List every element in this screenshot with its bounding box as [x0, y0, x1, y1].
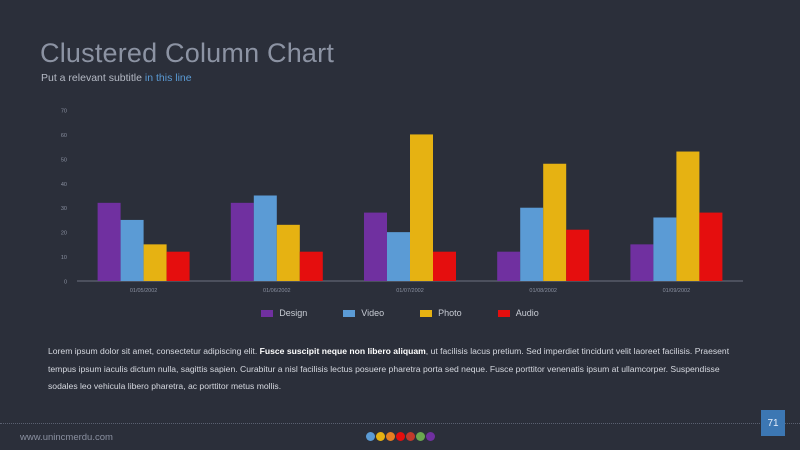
subtitle-highlight: in this line — [144, 72, 192, 84]
body-text-1: Lorem ipsum dolor sit amet, consectetur … — [48, 346, 260, 356]
legend-swatch — [261, 309, 274, 317]
color-dot — [386, 432, 395, 441]
page-number-badge: 71 — [761, 410, 785, 436]
page-title: Clustered Column Chart — [40, 38, 335, 68]
bar-design-2 — [230, 202, 254, 281]
body-text-bold: Fusce suscipit neque non libero aliquam — [259, 346, 426, 356]
y-tick-label: 0 — [64, 280, 67, 286]
footer-url[interactable]: www.unincmerdu.com — [20, 432, 113, 443]
bar-video-3 — [387, 232, 410, 281]
bar-video-5 — [653, 217, 677, 281]
x-tick-label: 01/09/2002 — [663, 288, 691, 294]
bar-audio-3 — [433, 251, 456, 281]
color-dot — [396, 432, 405, 441]
subtitle-main: Put a relevant subtitle — [41, 72, 145, 84]
legend-label: Video — [361, 308, 385, 318]
bar-audio-1 — [166, 251, 190, 281]
color-dot — [426, 432, 435, 441]
page-subtitle: Put a relevant subtitle in this line — [41, 72, 192, 84]
y-tick-label: 10 — [61, 255, 67, 261]
y-tick-label: 50 — [61, 157, 67, 163]
legend-item-audio: Audio — [497, 308, 539, 318]
y-tick-label: 70 — [61, 109, 67, 115]
x-tick-label: 01/08/2002 — [529, 288, 557, 294]
body-text-2: , ut facilisis lacus pretium. Sed imperd… — [48, 346, 730, 391]
color-dot — [416, 432, 425, 441]
bar-video-4 — [520, 207, 544, 281]
bar-video-1 — [120, 219, 144, 281]
bar-video-2 — [253, 195, 277, 281]
bar-audio-2 — [299, 251, 323, 281]
bar-photo-4 — [543, 163, 567, 281]
x-tick-label: 01/07/2002 — [396, 288, 424, 294]
y-tick-label: 30 — [61, 206, 67, 212]
bar-photo-2 — [276, 224, 300, 281]
legend-item-design: Design — [261, 308, 307, 318]
color-dot — [376, 432, 385, 441]
bar-audio-5 — [699, 212, 723, 281]
bar-photo-3 — [410, 134, 433, 281]
bar-design-5 — [630, 244, 654, 281]
clustered-column-chart: 0 10 20 30 40 50 60 70 01/05/2002 01/06/2002 01/07… — [61, 109, 743, 294]
bar-design-1 — [97, 202, 121, 281]
legend-label: Audio — [515, 308, 539, 318]
footer-divider — [0, 423, 800, 424]
x-tick-label: 01/05/2002 — [130, 288, 158, 294]
bar-audio-4 — [566, 229, 590, 281]
color-dot — [366, 432, 375, 441]
legend-label: Photo — [438, 308, 462, 318]
legend-item-photo: Photo — [420, 308, 462, 318]
legend-label: Design — [279, 308, 308, 318]
legend-swatch — [497, 309, 510, 317]
y-tick-label: 20 — [61, 231, 67, 237]
chart-legend: Design Video Photo Audio — [0, 308, 800, 318]
bar-design-4 — [497, 251, 521, 281]
footer-color-dots — [366, 432, 435, 441]
x-tick-label: 01/06/2002 — [263, 288, 291, 294]
bar-design-3 — [364, 212, 387, 281]
legend-swatch — [343, 309, 356, 317]
bar-photo-1 — [143, 244, 167, 281]
y-tick-label: 60 — [61, 133, 67, 139]
bar-photo-5 — [676, 151, 700, 281]
body-paragraph: Lorem ipsum dolor sit amet, consectetur … — [48, 343, 748, 396]
legend-item-video: Video — [343, 308, 384, 318]
y-tick-label: 40 — [61, 182, 67, 188]
color-dot — [406, 432, 415, 441]
legend-swatch — [420, 309, 433, 317]
